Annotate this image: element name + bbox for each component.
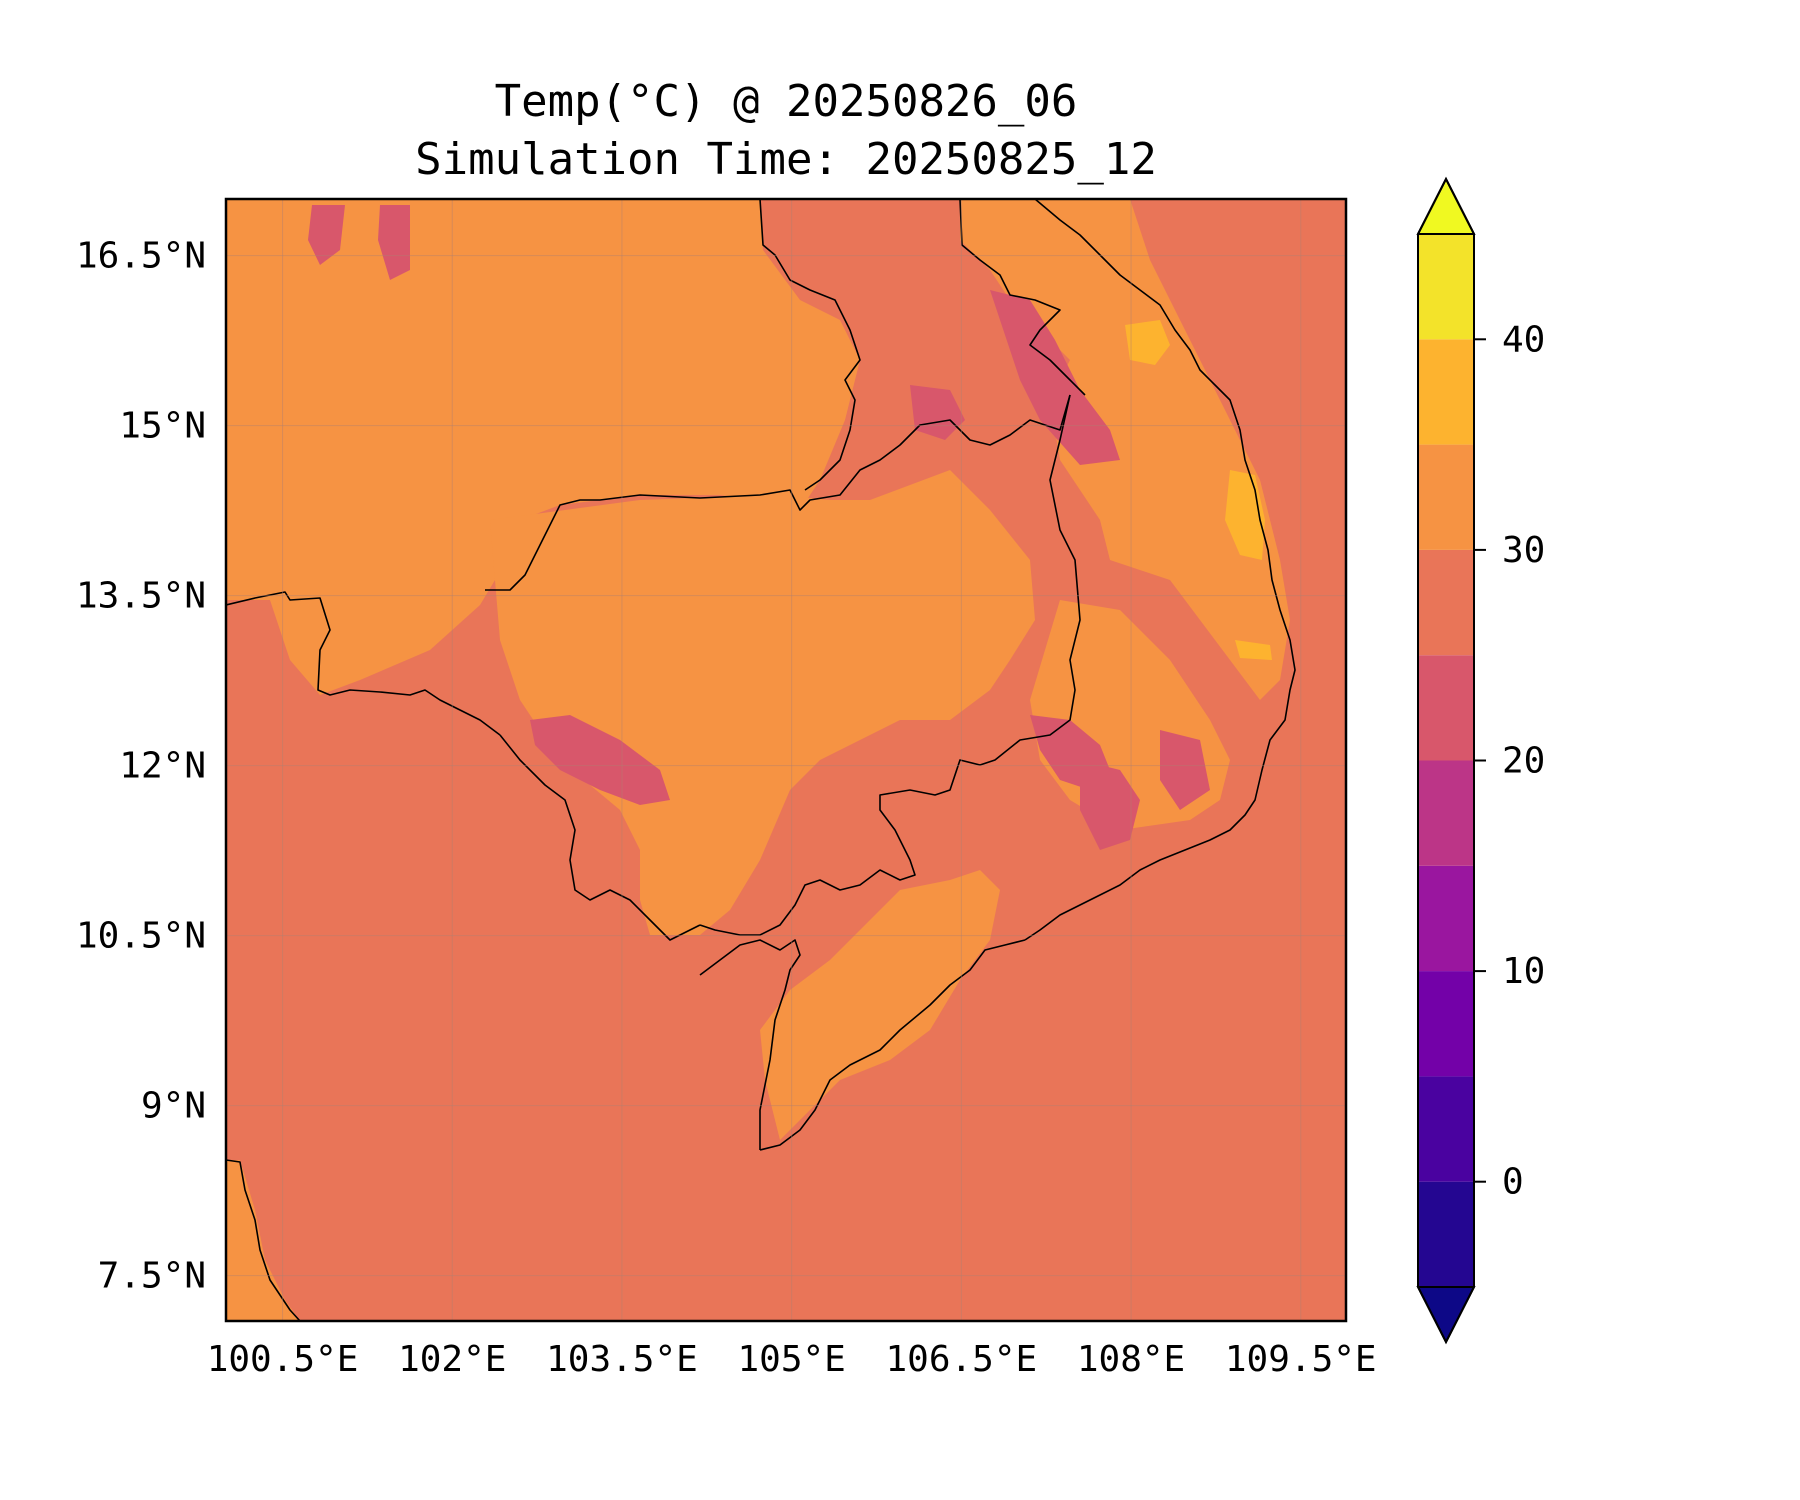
colorbar-tick-label-3: 30: [1502, 530, 1545, 571]
colorbar-under-extension: [1416, 1286, 1476, 1345]
colorbar-tick-label-1: 10: [1502, 951, 1545, 992]
cambodia-north-border: [485, 394, 1071, 591]
y-tick-label-1: 15°N: [119, 406, 206, 447]
map-gridlines: [226, 199, 1346, 1321]
gulf-west-coastline: [699, 939, 801, 1150]
colorbar-segment-5: [1418, 655, 1474, 761]
colorbar-segment-0: [1418, 1181, 1474, 1287]
y-tick-label-3: 12°N: [119, 746, 206, 787]
x-axis-longitude: 100.5°E 102°E 103.5°E 105°E 106.5°E 108°E 109.…: [207, 1339, 1377, 1380]
y-axis-latitude: 16.5°N 15°N 13.5°N 12°N 10.5°N 9°N 7.5°N: [76, 236, 206, 1297]
x-tick-label-2: 103.5°E: [546, 1339, 698, 1380]
colorbar-segment-8: [1418, 339, 1474, 445]
northwest-cool-patch-1: [308, 205, 345, 265]
colorbar-segment-7: [1418, 444, 1474, 550]
colorbar: 0 10 20 30 40: [1416, 176, 1545, 1345]
colorbar-segment-6: [1418, 549, 1474, 656]
mekong-delta-coastline: [759, 939, 1026, 1151]
malay-coastline: [226, 1159, 301, 1321]
colorbar-segment-4: [1418, 760, 1474, 866]
coastal-hot-patch-3: [1235, 640, 1272, 660]
mekong-delta-land-region: [760, 870, 1000, 1140]
cardamom-cool-patch: [530, 715, 670, 805]
coastal-hot-patch-1: [1125, 320, 1170, 365]
colorbar-tick-label-0: 0: [1502, 1162, 1524, 1203]
map-title: Temp(°C) @ 20250826_06 Simulation Time: …: [415, 76, 1157, 185]
vietnam-coastline: [1024, 199, 1296, 941]
title-line-2: Simulation Time: 20250825_12: [415, 134, 1157, 185]
colorbar-segment-1: [1418, 1076, 1474, 1182]
x-tick-label-6: 109.5°E: [1225, 1339, 1377, 1380]
y-tick-label-4: 10.5°N: [76, 916, 206, 957]
northwest-cool-patch-2: [378, 205, 410, 280]
laos-thai-mekong: [759, 199, 861, 491]
colorbar-tick-label-4: 40: [1502, 319, 1545, 360]
coastlines-and-borders: [226, 199, 1296, 1321]
y-tick-label-0: 16.5°N: [76, 236, 206, 277]
map-panel: [226, 199, 1346, 1321]
colorbar-outline: [1417, 176, 1475, 1345]
upper-land-region: [226, 199, 860, 695]
cambodia-coastline: [499, 734, 701, 941]
laos-vietnam-border: [959, 199, 1086, 396]
x-tick-label-1: 102°E: [398, 1339, 506, 1380]
cambodia-east-border: [699, 394, 1081, 936]
title-line-1: Temp(°C) @ 20250826_06: [495, 76, 1078, 127]
map-frame: [224, 197, 1348, 1323]
y-tick-label-5: 9°N: [141, 1086, 206, 1127]
thai-cambodia-border: [226, 591, 501, 736]
malay-peninsula-land-region: [226, 1160, 300, 1321]
cool-temperature-patches: [308, 205, 1210, 850]
x-tick-label-0: 100.5°E: [207, 1339, 359, 1380]
colorbar-segment-2: [1418, 971, 1474, 1077]
laos-cool-patch-2: [910, 385, 965, 440]
laos-cool-patch-1: [990, 290, 1120, 465]
y-tick-label-2: 13.5°N: [76, 576, 206, 617]
central-land-region: [490, 470, 1035, 935]
colorbar-segment-9: [1418, 234, 1474, 340]
colorbar-over-extension: [1416, 176, 1476, 235]
x-tick-label-5: 108°E: [1077, 1339, 1185, 1380]
colorbar-segment-3: [1418, 865, 1474, 972]
colorbar-tick-label-2: 20: [1502, 741, 1545, 782]
highland-cool-patch-2: [1080, 760, 1140, 850]
y-tick-label-6: 7.5°N: [98, 1256, 206, 1297]
highland-cool-patch-3: [1160, 730, 1210, 810]
x-tick-label-3: 105°E: [737, 1339, 845, 1380]
x-tick-label-4: 106.5°E: [885, 1339, 1037, 1380]
